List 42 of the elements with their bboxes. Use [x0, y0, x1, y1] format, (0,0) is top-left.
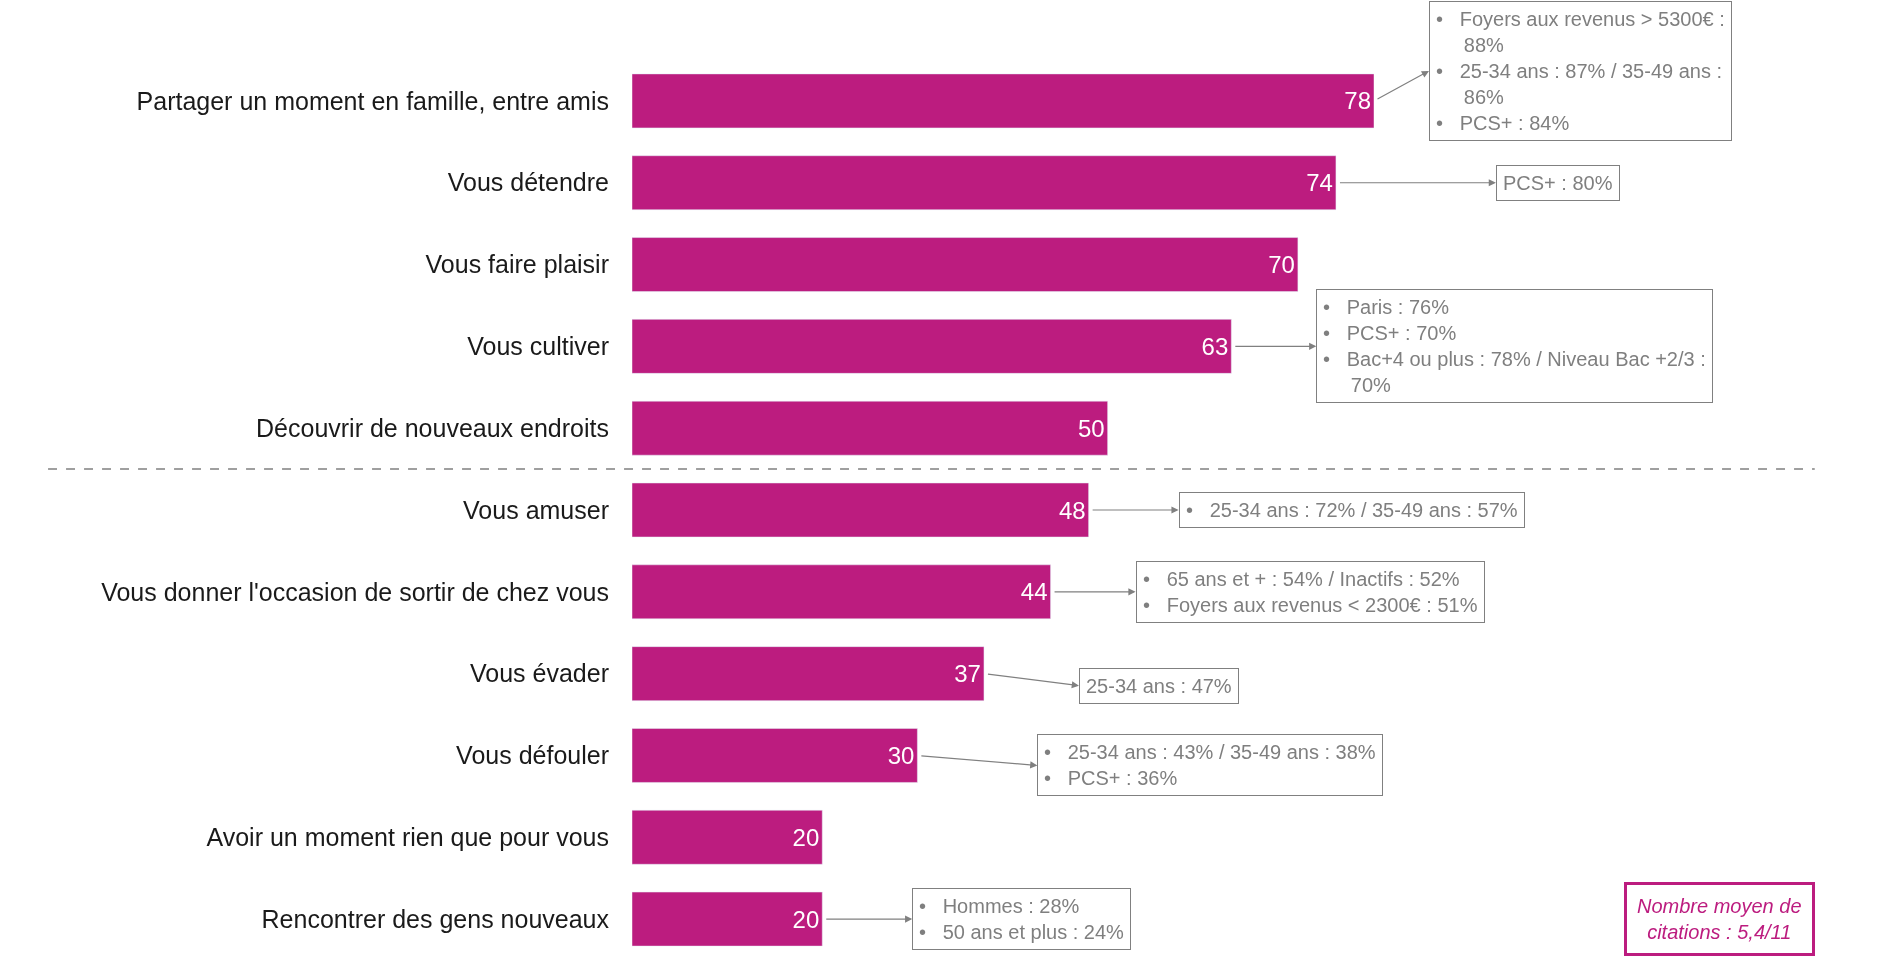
- data-label: 20: [792, 905, 820, 933]
- annotation: • 25-34 ans : 72% / 35-49 ans : 57%: [1186, 499, 1518, 521]
- bar: [632, 810, 823, 865]
- bar: [632, 564, 1051, 620]
- bar: [632, 237, 1299, 292]
- annotation: • 65 ans et + : 54% / Inactifs : 52% • Foyers aux revenus < 2300€ : 51%: [1143, 568, 1478, 616]
- y-tick-label: Vous évader: [470, 659, 609, 688]
- data-label: 78: [1344, 87, 1371, 115]
- annotation: • 25-34 ans : 43% / 35-49 ans : 38% • PCS+ : 36%: [1044, 741, 1376, 789]
- y-tick-label: Avoir un moment rien que pour vous: [206, 823, 609, 852]
- annotation: PCS+ : 80%: [1503, 172, 1613, 194]
- y-tick-label: Vous défouler: [456, 741, 609, 770]
- bar: [632, 400, 1108, 456]
- bar: [632, 646, 985, 701]
- annotation: • Foyers aux revenus > 5300€ : 88% • 25-34 ans : 87% / 35-49 ans : 86% • PCS+ : 84%: [1436, 8, 1725, 134]
- y-tick-label: Partager un moment en famille, entre amis: [136, 86, 609, 115]
- bar: [632, 73, 1374, 129]
- y-tick-label: Rencontrer des gens nouveaux: [261, 904, 610, 933]
- y-tick-label: Découvrir de nouveaux endroits: [256, 413, 609, 442]
- text: Nombre moyen de citations : 5,4/11: [1637, 895, 1802, 943]
- data-label: 70: [1268, 251, 1295, 279]
- y-tick-label: Vous donner l'occasion de sortir de chez vous: [101, 577, 609, 606]
- annotation: • Paris : 76% • PCS+ : 70% • Bac+4 ou plus : 78% / Niveau Bac +2/3 : 70%: [1323, 296, 1706, 396]
- y-tick-label: Vous cultiver: [467, 332, 609, 361]
- annotation: 25-34 ans : 47%: [1086, 675, 1232, 697]
- bar: [632, 319, 1232, 374]
- y-tick-label: Vous détendre: [447, 168, 609, 197]
- data-label: 20: [792, 823, 820, 851]
- data-label: 30: [887, 741, 915, 769]
- y-tick-label: Vous amuser: [463, 495, 609, 524]
- annotation: • Hommes : 28% • 50 ans et plus : 24%: [919, 895, 1125, 943]
- data-label: 74: [1306, 169, 1333, 197]
- data-label: 48: [1058, 496, 1086, 524]
- bar: [632, 155, 1337, 210]
- bar: [632, 728, 918, 783]
- data-label: 63: [1201, 332, 1229, 360]
- y-tick-label: Vous faire plaisir: [425, 250, 609, 279]
- bar: [632, 891, 823, 947]
- bar: [632, 482, 1089, 538]
- data-label: 37: [954, 660, 981, 688]
- data-label: 50: [1077, 414, 1105, 442]
- data-label: 44: [1020, 578, 1048, 606]
